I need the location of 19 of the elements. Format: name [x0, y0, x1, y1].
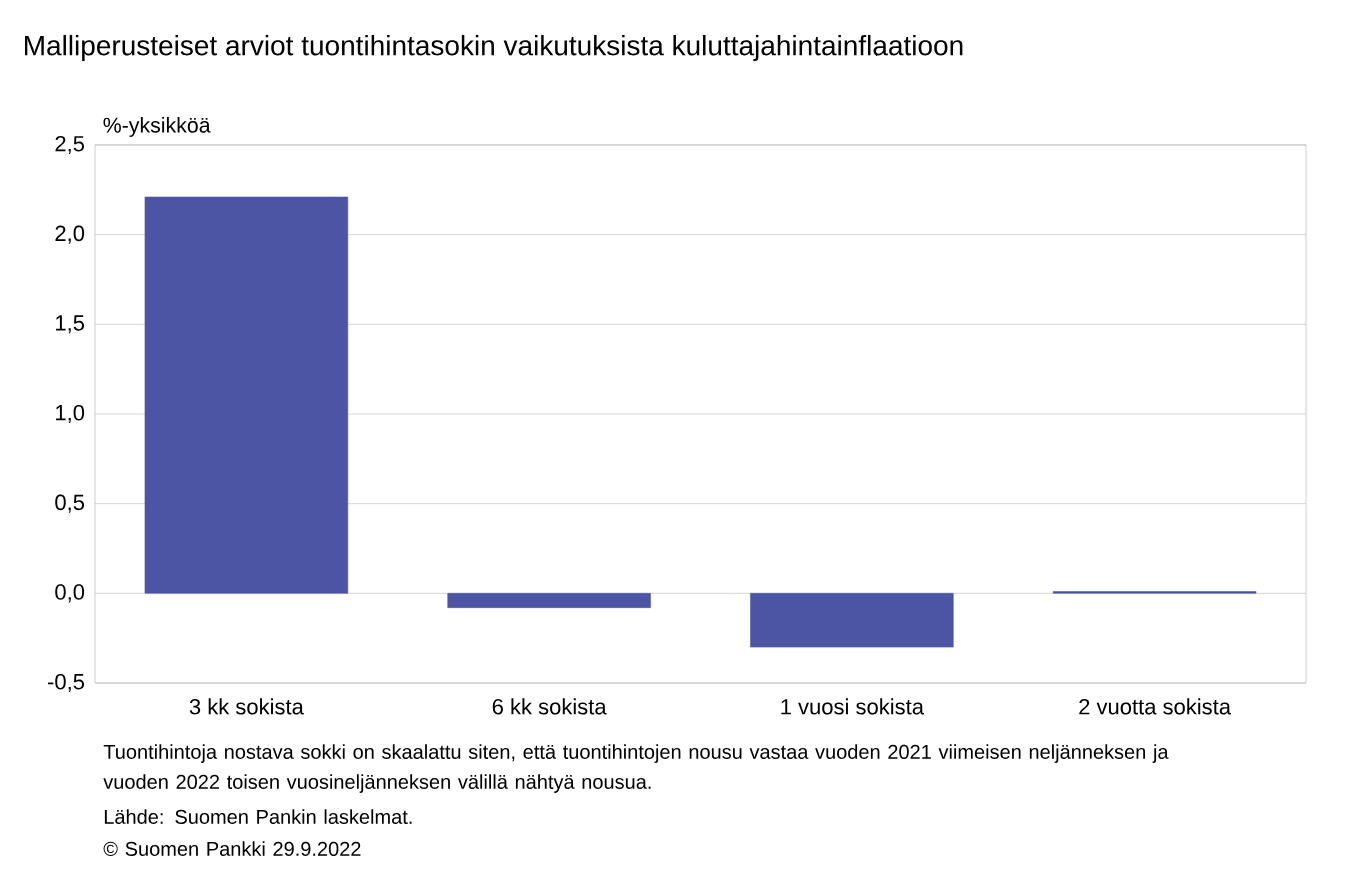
y-tick-label: 0,0: [55, 584, 85, 603]
y-tick-label: 0,5: [55, 494, 85, 513]
bar: [447, 593, 651, 608]
chart-title: Malliperusteiset arviot tuontihintasokin vaikutuksista kuluttajahintainflaatioon: [25, 34, 963, 62]
y-tick-label: 1,5: [56, 315, 85, 334]
text: © Suomen Pankki 29.9.2022: [103, 841, 361, 856]
text: Tuontihintoja nostava sokki on skaalattu siten, että tuontihintojen nousu vastaa vuoden 2021 viimeisen neljänneksen ja vuoden 2022 toisen vuosineljänneksen välillä nähtyä nousua.: [103, 744, 1169, 793]
x-tick-label: 6 kk sokista: [492, 698, 607, 715]
x-tick-label: 3 kk sokista: [189, 698, 304, 715]
bar: [144, 196, 349, 594]
y-axis-title: %-yksikköä: [103, 117, 211, 137]
bar: [750, 593, 954, 648]
y-tick-label: 2,0: [55, 225, 85, 244]
text: Lähde: Suomen Pankin laskelmat.: [104, 809, 412, 824]
x-tick-label: 2 vuotta sokista: [1079, 698, 1232, 715]
y-tick-label: -0,5: [48, 673, 85, 693]
x-tick-label: 1 vuosi sokista: [781, 698, 924, 715]
y-tick-label: 1,0: [56, 404, 85, 424]
y-tick-label: 2,5: [55, 135, 85, 155]
